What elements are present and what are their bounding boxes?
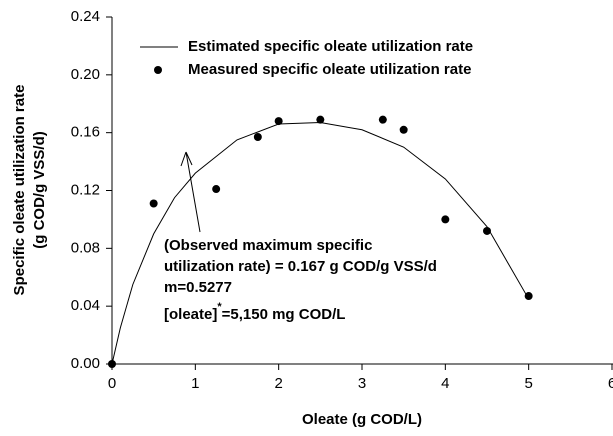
y-axis-label-line: Specific oleate utilization rate (11, 85, 28, 296)
legend-label: Measured specific oleate utilization rat… (188, 61, 471, 78)
measured-point (316, 115, 325, 124)
estimated-curve (111, 122, 530, 365)
y-tick-label: 0.00 (71, 355, 100, 372)
y-axis-label: Specific oleate utilization rate (g COD/… (11, 85, 48, 296)
legend-label: Estimated specific oleate utilization ra… (188, 38, 473, 55)
annotation-part: [oleate] (164, 306, 217, 323)
measured-point (524, 292, 533, 301)
annotation: (Observed maximum specific (164, 237, 372, 254)
measured-point (149, 199, 158, 208)
annotation: m=0.5277 (164, 279, 232, 296)
annotation-arrow (180, 151, 201, 233)
y-axis-label-line: (g COD/g VSS/d) (31, 131, 48, 249)
y-tick-label: 0.16 (71, 124, 100, 141)
measured-point (441, 215, 450, 224)
x-tick-label: 0 (108, 375, 116, 392)
measured-point (253, 133, 262, 142)
x-tick-label: 3 (358, 375, 366, 392)
measured-point (399, 125, 408, 134)
annotation: utilization rate) = 0.167 g COD/g VSS/d (164, 258, 437, 275)
x-tick-label: 2 (274, 375, 282, 392)
y-tick-label: 0.08 (71, 239, 100, 256)
x-tick-label: 4 (441, 375, 449, 392)
y-tick-label: 0.04 (71, 297, 100, 314)
x-tick-label: 6 (608, 375, 613, 392)
annotation-part: =5,150 mg COD/L (222, 306, 346, 323)
measured-point (378, 115, 387, 124)
y-tick-label: 0.24 (71, 8, 100, 25)
legend-marker (154, 66, 162, 74)
measured-point (483, 226, 491, 235)
x-tick-label: 1 (191, 375, 199, 392)
y-tick-label: 0.12 (71, 181, 100, 198)
measured-point (212, 185, 221, 194)
measured-point (108, 360, 116, 368)
annotation: [oleate]*=5,150 mg COD/L (164, 301, 345, 323)
measured-point (274, 117, 283, 126)
annotation-part: * (217, 301, 222, 313)
y-tick-label: 0.20 (71, 66, 100, 83)
x-axis-label: Oleate (g COD/L) (302, 411, 422, 428)
x-tick-label: 5 (524, 375, 532, 392)
